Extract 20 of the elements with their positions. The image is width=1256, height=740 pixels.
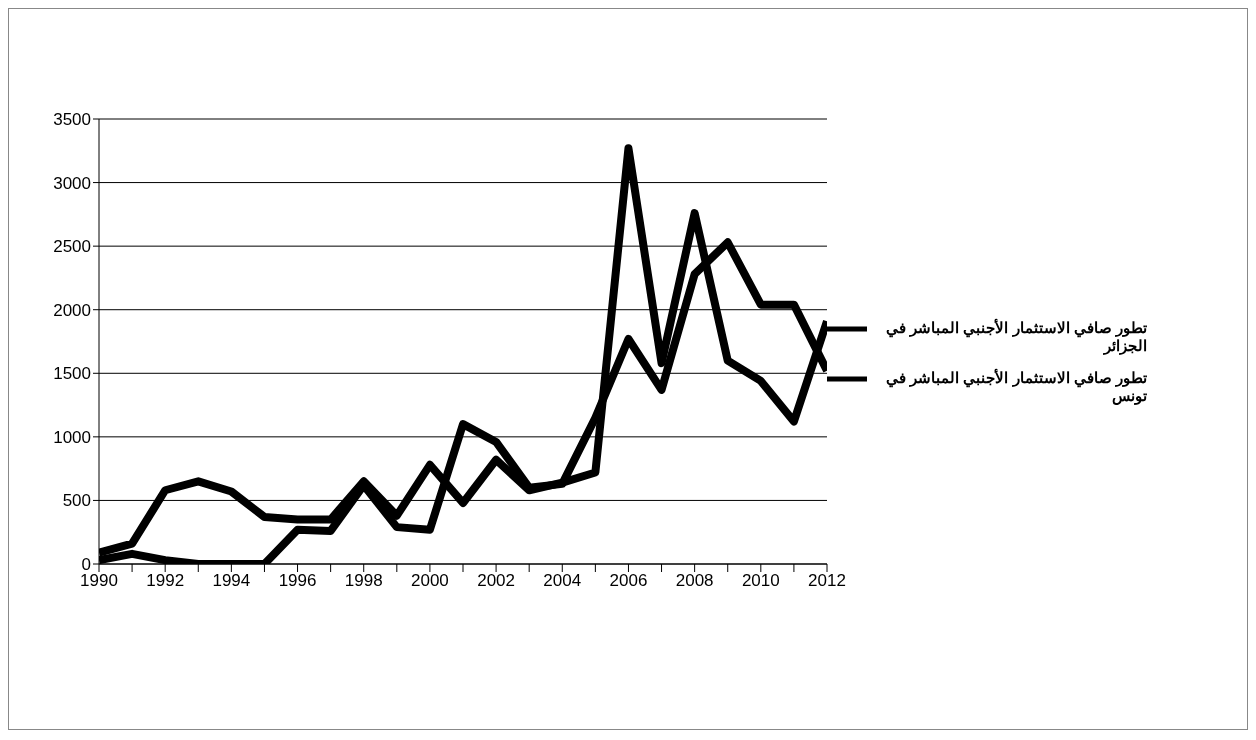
y-tick-label: 2000 bbox=[53, 300, 91, 320]
y-tick-label: 3500 bbox=[53, 110, 91, 130]
x-tick-label: 2006 bbox=[609, 571, 648, 591]
x-tick-label: 2010 bbox=[741, 571, 780, 591]
y-tick-label: 2500 bbox=[53, 237, 91, 257]
x-tick-label: 1994 bbox=[212, 571, 251, 591]
y-tick-label: 500 bbox=[62, 491, 91, 511]
x-tick-label: 1996 bbox=[278, 571, 317, 591]
legend-label: تطور صافي الاستثمار الأجنبي المباشر في تونس bbox=[885, 369, 1147, 405]
x-tick-label: 2012 bbox=[808, 571, 846, 591]
y-tick-label: 1500 bbox=[53, 364, 91, 384]
y-tick-label: 3000 bbox=[53, 173, 91, 193]
legend-label: تطور صافي الاستثمار الأجنبي المباشر في الجزائر bbox=[885, 319, 1147, 355]
x-tick-label: 2004 bbox=[543, 571, 582, 591]
x-tick-label: 2000 bbox=[411, 571, 449, 591]
x-tick-label: 1998 bbox=[344, 571, 383, 591]
y-tick-label: 1000 bbox=[53, 427, 91, 447]
x-tick-label: 1992 bbox=[146, 571, 185, 591]
x-tick-label: 2008 bbox=[675, 571, 714, 591]
x-tick-label: 2002 bbox=[477, 571, 515, 591]
